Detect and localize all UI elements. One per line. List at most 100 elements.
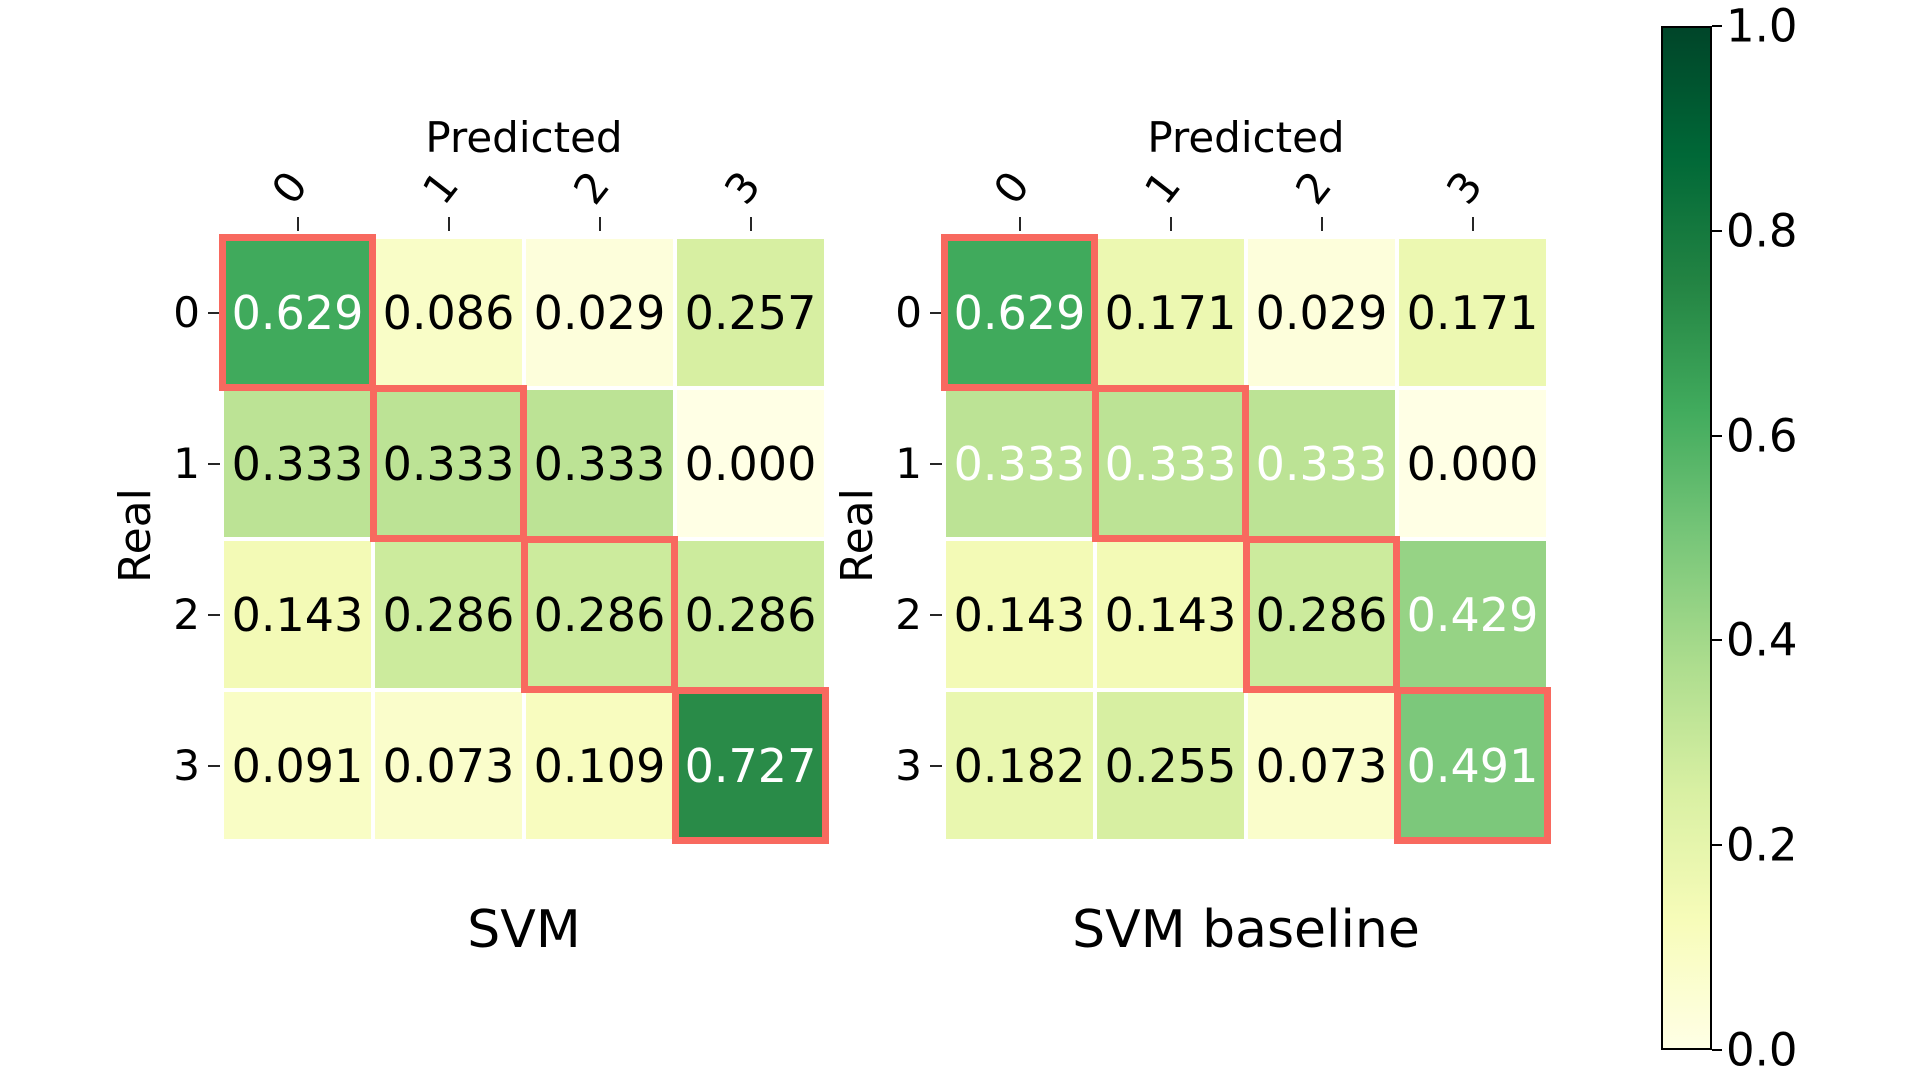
matrix-cell-r0c2: 0.029 xyxy=(524,237,675,388)
matrix-cell-r1c0: 0.333 xyxy=(944,388,1095,539)
top-tick-mark xyxy=(296,217,299,231)
row-tick-label-2: 2 xyxy=(173,589,200,639)
axis-title-predicted: Predicted xyxy=(425,113,623,162)
matrix-cell-r3c0: 0.182 xyxy=(944,690,1095,841)
cell-value-label: 0.073 xyxy=(1255,738,1388,793)
row-tick-label-1: 1 xyxy=(173,438,200,488)
row-tick-label-3: 3 xyxy=(173,740,200,790)
cell-value-label: 0.143 xyxy=(231,587,364,642)
matrix-cell-r1c0: 0.333 xyxy=(222,388,373,539)
matrix-cell-r3c3: 0.491 xyxy=(1397,690,1548,841)
cell-value-label: 0.029 xyxy=(533,285,666,340)
matrix-cell-r0c1: 0.086 xyxy=(373,237,524,388)
col-tick-label-2: 2 xyxy=(1285,162,1341,214)
row-tick-label-2: 2 xyxy=(895,589,922,639)
colorbar-tick-mark xyxy=(1712,434,1722,437)
cell-value-label: 0.629 xyxy=(231,285,364,340)
cell-value-label: 0.109 xyxy=(533,738,666,793)
colorbar-tick-mark xyxy=(1712,1049,1722,1051)
cell-value-label: 0.727 xyxy=(684,738,817,793)
matrix-cell-r1c2: 0.333 xyxy=(524,388,675,539)
cell-value-label: 0.143 xyxy=(953,587,1086,642)
matrix-cell-r1c2: 0.333 xyxy=(1246,388,1397,539)
left-tick-mark xyxy=(208,613,220,616)
matrix-cell-r2c0: 0.143 xyxy=(944,539,1095,690)
matrix-cell-r2c2: 0.286 xyxy=(524,539,675,690)
cell-value-label: 0.171 xyxy=(1104,285,1237,340)
confusion-matrix-panel-svm: Predicted Real 0.629 0.086 0.029 0.257 0.333… xyxy=(110,113,826,960)
cell-value-label: 0.286 xyxy=(533,587,666,642)
cell-value-label: 0.333 xyxy=(1255,436,1388,491)
row-tick-label-1: 1 xyxy=(895,438,922,488)
colorbar-tick-mark xyxy=(1712,25,1722,27)
matrix-grid: 0.629 0.171 0.029 0.171 0.333 0.333 0.333 0.000… xyxy=(944,237,1548,841)
cell-value-label: 0.029 xyxy=(1255,285,1388,340)
top-tick-mark xyxy=(1169,217,1172,231)
cell-value-label: 0.257 xyxy=(684,285,817,340)
col-tick-label-2: 2 xyxy=(563,162,619,214)
axis-title-real: Real xyxy=(832,488,883,583)
matrix-cell-r2c2: 0.286 xyxy=(1246,539,1397,690)
cell-value-label: 0.073 xyxy=(382,738,515,793)
top-tick-mark xyxy=(1018,217,1021,231)
cell-value-label: 0.091 xyxy=(231,738,364,793)
cell-value-label: 0.333 xyxy=(533,436,666,491)
col-tick-label-0: 0 xyxy=(983,162,1039,214)
panel-title-svm: SVM xyxy=(467,900,581,960)
top-tick-mark xyxy=(1471,217,1474,231)
cell-value-label: 0.255 xyxy=(1104,738,1237,793)
row-tick-label-3: 3 xyxy=(895,740,922,790)
cell-value-label: 0.143 xyxy=(1104,587,1237,642)
cell-value-label: 0.333 xyxy=(382,436,515,491)
matrix-cell-r3c1: 0.073 xyxy=(373,690,524,841)
colorbar-tick-label-0.0: 0.0 xyxy=(1726,1023,1798,1077)
cell-value-label: 0.429 xyxy=(1406,587,1539,642)
cell-value-label: 0.000 xyxy=(684,436,817,491)
left-tick-mark xyxy=(930,764,942,767)
colorbar-tick-label-0.8: 0.8 xyxy=(1726,204,1798,258)
cell-value-label: 0.086 xyxy=(382,285,515,340)
axis-title-real: Real xyxy=(110,488,161,583)
matrix-grid: 0.629 0.086 0.029 0.257 0.333 0.333 0.333 0.000… xyxy=(222,237,826,841)
top-tick-mark xyxy=(598,217,601,231)
colorbar-tick-label-1.0: 1.0 xyxy=(1726,0,1798,53)
col-tick-label-1: 1 xyxy=(1134,162,1190,214)
col-tick-label-1: 1 xyxy=(412,162,468,214)
matrix-cell-r1c3: 0.000 xyxy=(1397,388,1548,539)
matrix-cell-r3c1: 0.255 xyxy=(1095,690,1246,841)
confusion-matrix-panel-svm-baseline: Predicted Real 0.629 0.171 0.029 0.171 0.333… xyxy=(832,113,1548,960)
cell-value-label: 0.333 xyxy=(953,436,1086,491)
top-tick-mark xyxy=(749,217,752,231)
row-tick-label-0: 0 xyxy=(895,287,922,337)
matrix-cell-r2c1: 0.143 xyxy=(1095,539,1246,690)
colorbar-tick-label-0.2: 0.2 xyxy=(1726,818,1798,872)
matrix-cell-r3c2: 0.073 xyxy=(1246,690,1397,841)
left-tick-mark xyxy=(930,613,942,616)
left-tick-mark xyxy=(208,311,220,314)
col-tick-label-3: 3 xyxy=(1436,162,1492,214)
matrix-cell-r3c2: 0.109 xyxy=(524,690,675,841)
left-tick-mark xyxy=(930,462,942,465)
panel-title-svm-baseline: SVM baseline xyxy=(1072,900,1420,960)
row-tick-label-0: 0 xyxy=(173,287,200,337)
left-tick-mark xyxy=(208,764,220,767)
cell-value-label: 0.491 xyxy=(1406,738,1539,793)
cell-value-label: 0.171 xyxy=(1406,285,1539,340)
matrix-cell-r3c0: 0.091 xyxy=(222,690,373,841)
left-tick-mark xyxy=(208,462,220,465)
cell-value-label: 0.182 xyxy=(953,738,1086,793)
matrix-cell-r2c3: 0.429 xyxy=(1397,539,1548,690)
matrix-cell-r1c3: 0.000 xyxy=(675,388,826,539)
matrix-cell-r0c0: 0.629 xyxy=(944,237,1095,388)
cell-value-label: 0.629 xyxy=(953,285,1086,340)
cell-value-label: 0.286 xyxy=(382,587,515,642)
matrix-cell-r2c3: 0.286 xyxy=(675,539,826,690)
matrix-cell-r0c0: 0.629 xyxy=(222,237,373,388)
colorbar-tick-mark xyxy=(1712,639,1722,642)
cell-value-label: 0.333 xyxy=(1104,436,1237,491)
cell-value-label: 0.286 xyxy=(1255,587,1388,642)
cell-value-label: 0.000 xyxy=(1406,436,1539,491)
top-tick-mark xyxy=(447,217,450,231)
matrix-cell-r0c2: 0.029 xyxy=(1246,237,1397,388)
